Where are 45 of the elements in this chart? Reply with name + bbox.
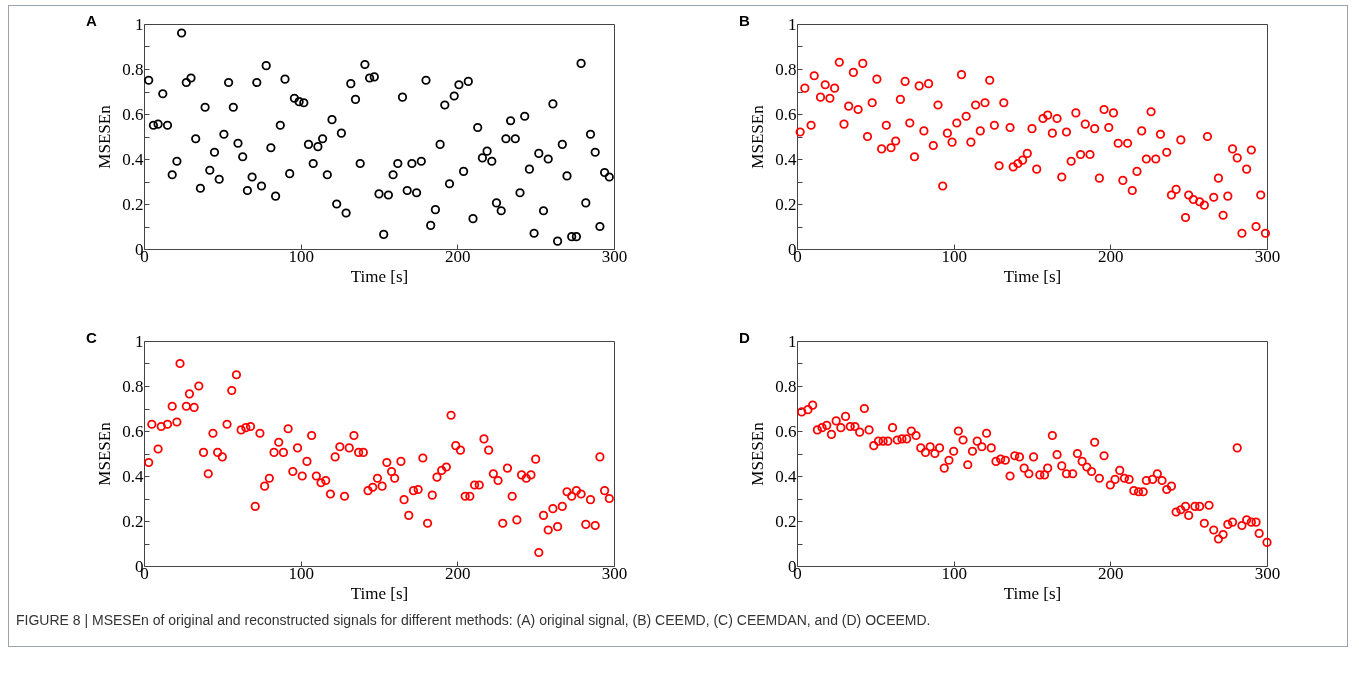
- y-tick-label: 0.6: [775, 104, 797, 124]
- y-axis-title: MSESEn: [95, 104, 115, 169]
- x-tick-label: 300: [1254, 246, 1281, 266]
- x-tick-label: 100: [288, 563, 314, 583]
- x-tick-label: 100: [941, 563, 967, 583]
- y-tick-label: 0.6: [122, 104, 144, 124]
- x-tick-label: 100: [288, 246, 314, 266]
- y-tick-label: 1: [135, 14, 144, 34]
- caption: FIGURE 8 | MSESEn of original and reconstructed signals for different methods: (A) original signal, (B) CEEMD, (C) CEEMDAN, and (D) OCEEMD.: [16, 612, 931, 628]
- chart-title: D: [739, 329, 750, 346]
- chart-title: C: [86, 329, 97, 346]
- x-axis-title: Time [s]: [1003, 266, 1062, 286]
- y-tick-label: 0.2: [775, 511, 797, 531]
- y-tick-label: 1: [788, 331, 797, 351]
- y-axis-title: MSESEn: [748, 421, 768, 486]
- y-tick-label: 0.8: [775, 59, 797, 79]
- x-tick-label: 100: [941, 246, 967, 266]
- x-tick-label: 300: [1254, 563, 1281, 583]
- x-tick-label: 200: [445, 246, 471, 266]
- y-tick-label: 1: [788, 14, 797, 34]
- x-tick-label: 200: [1098, 246, 1124, 266]
- x-axis-title: Time [s]: [350, 266, 409, 286]
- y-axis-title: MSESEn: [95, 421, 115, 486]
- y-tick-label: 0.6: [122, 421, 144, 441]
- x-tick-label: 200: [445, 563, 471, 583]
- y-tick-label: 0.4: [122, 466, 144, 486]
- y-axis-title: MSESEn: [748, 104, 768, 169]
- y-tick-label: 0.2: [122, 194, 144, 214]
- x-tick-label: 200: [1098, 563, 1124, 583]
- y-tick-label: 0.8: [122, 376, 144, 396]
- y-tick-label: 0.4: [775, 466, 797, 486]
- x-tick-label: 300: [601, 563, 628, 583]
- y-tick-label: 0.6: [775, 421, 797, 441]
- y-tick-label: 0.8: [122, 59, 144, 79]
- y-tick-label: 0.2: [775, 194, 797, 214]
- x-tick-label: 300: [601, 246, 628, 266]
- chart-title: B: [739, 12, 750, 29]
- y-tick-label: 1: [135, 331, 144, 351]
- y-tick-label: 0.4: [775, 149, 797, 169]
- y-tick-label: 0.4: [122, 149, 144, 169]
- y-tick-label: 0.2: [122, 511, 144, 531]
- x-axis-title: Time [s]: [1003, 583, 1062, 603]
- x-axis-title: Time [s]: [350, 583, 409, 603]
- chart-title: A: [86, 12, 97, 29]
- y-tick-label: 0.8: [775, 376, 797, 396]
